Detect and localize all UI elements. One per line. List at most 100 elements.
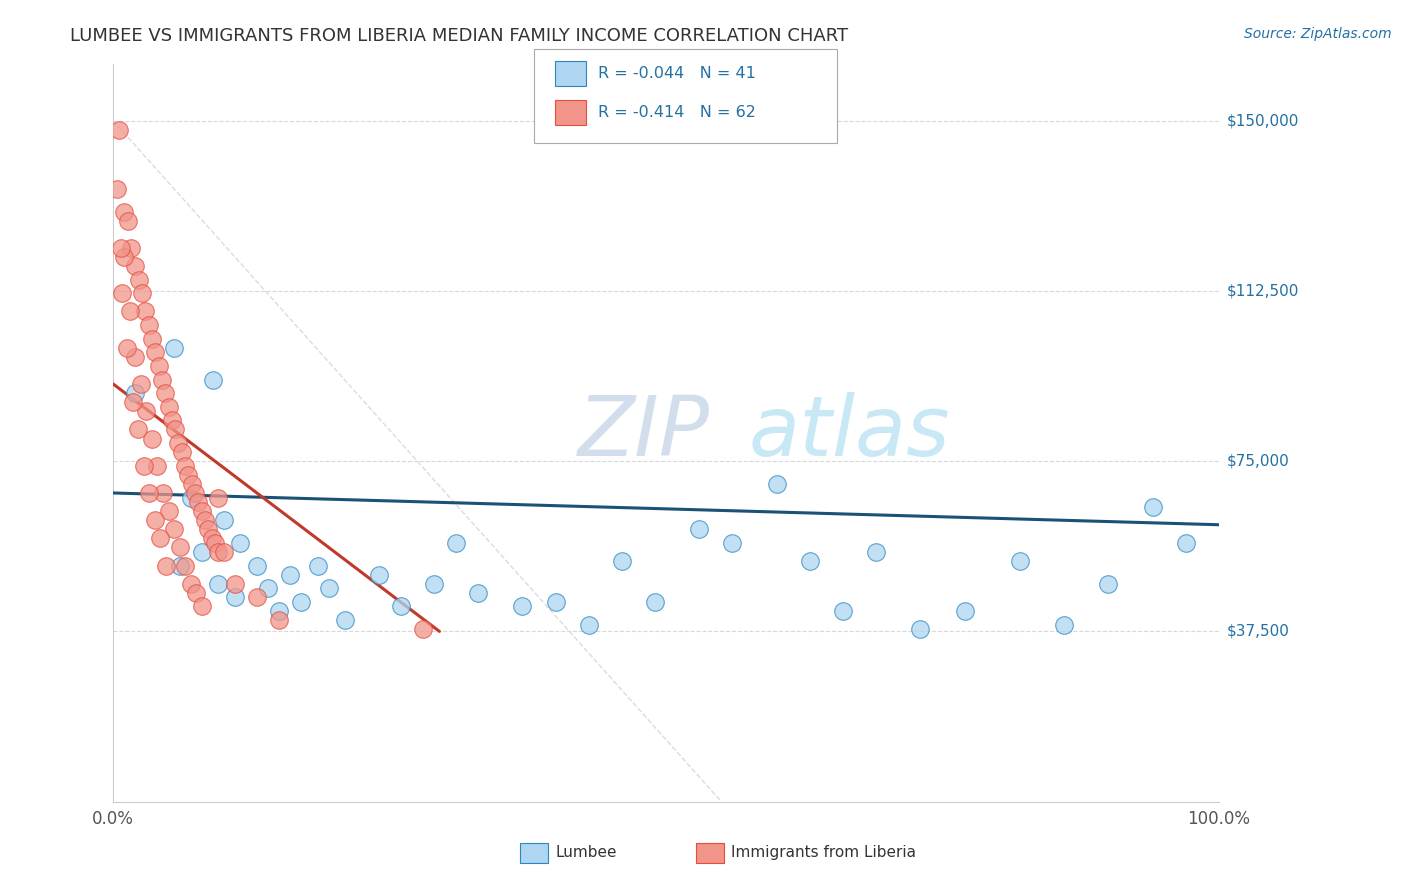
Point	[190, 504, 212, 518]
Point	[180, 491, 202, 505]
Point	[207, 576, 229, 591]
Text: Immigrants from Liberia: Immigrants from Liberia	[731, 846, 917, 860]
Point	[170, 445, 193, 459]
Point	[1142, 500, 1164, 514]
Point	[1097, 576, 1119, 591]
Point	[169, 558, 191, 573]
Point	[1008, 554, 1031, 568]
Point	[180, 576, 202, 591]
Text: $75,000: $75,000	[1227, 454, 1289, 468]
Point	[335, 613, 357, 627]
Point	[128, 273, 150, 287]
Point	[115, 341, 138, 355]
Point	[207, 545, 229, 559]
Point	[174, 558, 197, 573]
Text: $37,500: $37,500	[1227, 624, 1291, 639]
Point	[124, 259, 146, 273]
Point	[201, 372, 224, 386]
Point	[110, 241, 132, 255]
Point	[423, 576, 446, 591]
Point	[224, 576, 246, 591]
Point	[204, 536, 226, 550]
Point	[127, 422, 149, 436]
Point	[141, 332, 163, 346]
Point	[111, 286, 134, 301]
Point	[224, 591, 246, 605]
Point	[107, 123, 129, 137]
Point	[269, 613, 291, 627]
Point	[165, 422, 187, 436]
Point	[190, 599, 212, 614]
Point	[953, 604, 976, 618]
Point	[201, 532, 224, 546]
Text: Source: ZipAtlas.com: Source: ZipAtlas.com	[1244, 27, 1392, 41]
Point	[134, 458, 156, 473]
Point	[197, 522, 219, 536]
Point	[149, 532, 172, 546]
Point	[155, 558, 177, 573]
Point	[765, 476, 787, 491]
Point	[512, 599, 534, 614]
Point	[148, 359, 170, 373]
Point	[578, 617, 600, 632]
Point	[644, 595, 666, 609]
Point	[799, 554, 821, 568]
Point	[257, 582, 280, 596]
Text: $150,000: $150,000	[1227, 113, 1299, 128]
Point	[163, 341, 186, 355]
Point	[184, 486, 207, 500]
Point	[174, 458, 197, 473]
Point	[143, 513, 166, 527]
Point	[157, 504, 180, 518]
Point	[118, 304, 141, 318]
Point	[1053, 617, 1076, 632]
Point	[135, 404, 157, 418]
Point	[112, 250, 135, 264]
Point	[155, 386, 177, 401]
Point	[138, 486, 160, 500]
Point	[544, 595, 567, 609]
Point	[138, 318, 160, 332]
Point	[190, 545, 212, 559]
Point	[246, 591, 269, 605]
Point	[167, 436, 190, 450]
Point	[212, 545, 235, 559]
Point	[122, 395, 145, 409]
Point	[278, 567, 301, 582]
Point	[169, 541, 191, 555]
Point	[610, 554, 633, 568]
Point	[117, 213, 139, 227]
Point	[134, 304, 156, 318]
Point	[124, 386, 146, 401]
Point	[177, 467, 200, 482]
Point	[141, 432, 163, 446]
Text: Lumbee: Lumbee	[555, 846, 617, 860]
Point	[129, 377, 152, 392]
Point	[229, 536, 252, 550]
Point	[832, 604, 855, 618]
Text: ZIP: ZIP	[578, 392, 710, 474]
Point	[186, 586, 208, 600]
Point	[212, 513, 235, 527]
Point	[180, 476, 202, 491]
Point	[688, 522, 710, 536]
Point	[1174, 536, 1197, 550]
Point	[105, 182, 128, 196]
Text: LUMBEE VS IMMIGRANTS FROM LIBERIA MEDIAN FAMILY INCOME CORRELATION CHART: LUMBEE VS IMMIGRANTS FROM LIBERIA MEDIAN…	[70, 27, 848, 45]
Point	[131, 286, 153, 301]
Point	[143, 345, 166, 359]
Point	[412, 622, 434, 636]
Point	[160, 413, 183, 427]
Point	[120, 241, 142, 255]
Point	[124, 350, 146, 364]
Point	[290, 595, 312, 609]
Point	[444, 536, 467, 550]
Point	[194, 513, 217, 527]
Point	[150, 372, 173, 386]
Point	[163, 522, 186, 536]
Point	[152, 486, 174, 500]
Text: R = -0.044   N = 41: R = -0.044 N = 41	[598, 66, 755, 81]
Point	[207, 491, 229, 505]
Point	[865, 545, 887, 559]
Point	[367, 567, 389, 582]
